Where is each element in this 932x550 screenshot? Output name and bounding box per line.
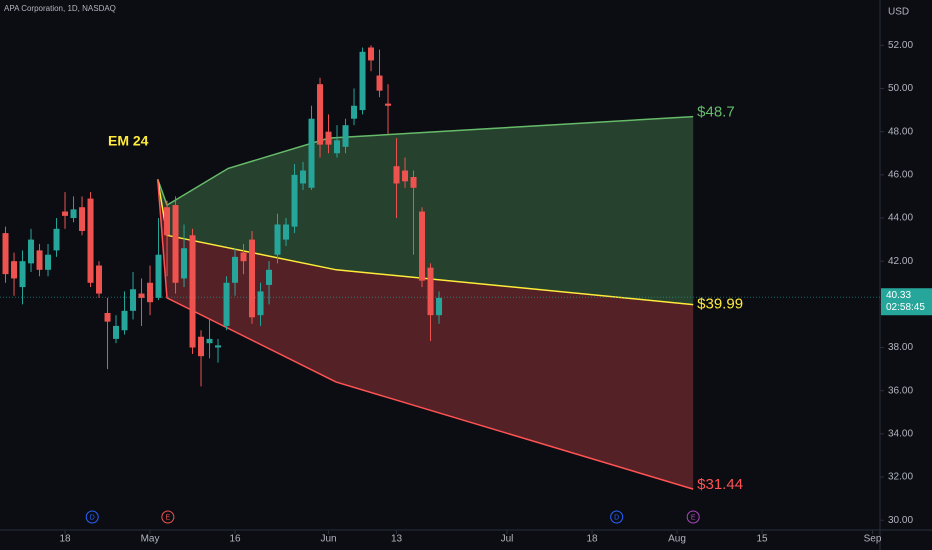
x-tick-label: May [141,534,160,545]
candle-body [402,170,409,182]
candle-body [130,289,137,311]
candle-body [11,261,18,279]
candle-body [2,233,9,275]
event-label: E [166,514,171,521]
candle-body [104,312,111,322]
event-marker [686,510,700,524]
x-tick-label: 18 [59,534,71,545]
em-upper-region [157,116,694,305]
price-label: 40.33 [886,290,911,301]
candle-body [181,248,188,279]
candle-body [45,254,52,270]
x-tick-label: 18 [586,534,598,545]
candle-body [308,118,315,188]
candle-body [62,211,69,216]
candle-body [291,174,298,227]
x-tick-label: 15 [756,534,768,545]
em-upper-line [156,115,694,207]
candle-body [325,131,332,145]
candle-body [198,336,205,357]
y-tick-label: 44.00 [888,213,913,224]
candle-body [138,293,145,298]
event-marker [85,510,99,524]
candle-body [79,207,86,231]
candle-body [240,252,247,262]
event-marker [610,510,624,524]
candle-body [359,51,366,111]
y-tick-label: 36.00 [888,385,913,396]
em-lower-label: $31.44 [697,476,743,493]
event-label: D [90,514,95,521]
event-label: D [614,514,619,521]
candle-body [300,170,307,184]
candle-body [342,125,349,147]
currency-label: USD [888,7,909,18]
candle-body [155,254,162,298]
candle-body [19,261,26,288]
y-tick-label: 42.00 [888,256,913,267]
y-tick-label: 30.00 [888,515,913,526]
candle-body [393,166,400,184]
candle-body [172,205,179,283]
y-tick-label: 52.00 [888,40,913,51]
x-tick-label: Jun [320,534,336,545]
candle-body [317,84,324,145]
y-tick-label: 34.00 [888,429,913,440]
candle-body [232,256,239,283]
candle-body [189,235,196,348]
y-tick-label: 50.00 [888,83,913,94]
em-lower-line [156,179,694,490]
y-tick-label: 38.00 [888,342,913,353]
y-tick-label: 32.00 [888,472,913,483]
candle-body [436,297,443,316]
em-upper-label: $48.7 [697,104,735,121]
candle-body [206,338,213,344]
candle-body [147,282,154,303]
candle-body [334,140,341,154]
em-lower-region [157,179,694,490]
x-tick-label: 16 [229,534,241,545]
price-label-box [881,288,932,316]
candle-body [96,265,103,294]
candle-body [274,224,281,255]
candle-body [223,282,230,326]
candle-body [419,211,426,281]
candle-body [368,47,375,61]
event-label: E [691,514,696,521]
chart-title: APA Corporation, 1D, NASDAQ [4,4,116,13]
y-tick-label: 48.00 [888,126,913,137]
x-tick-label: Sep [864,534,882,545]
candle-body [53,228,60,251]
candle-body [351,105,358,119]
candle-body [283,224,290,240]
event-marker [161,510,175,524]
candle-body [113,325,120,339]
candle-body [376,75,383,91]
x-tick-label: 13 [391,534,403,545]
y-tick-label: 46.00 [888,169,913,180]
em-middle-label: $39.99 [697,296,743,313]
candle-body [266,269,273,285]
candle-body [249,239,256,318]
candle-body [121,310,128,331]
x-tick-label: Aug [668,534,686,545]
candle-body [87,198,94,283]
candle-body [427,267,434,316]
candle-body [257,291,264,316]
countdown-label: 02:58:45 [886,302,925,313]
x-tick-label: Jul [501,534,514,545]
candle-body [28,239,35,264]
candle-body [164,207,171,236]
candle-body [70,209,77,219]
em-label: EM 24 [108,133,149,149]
candle-body [410,177,417,188]
candle-body [385,103,392,106]
candle-body [215,345,222,348]
candle-body [36,250,43,270]
